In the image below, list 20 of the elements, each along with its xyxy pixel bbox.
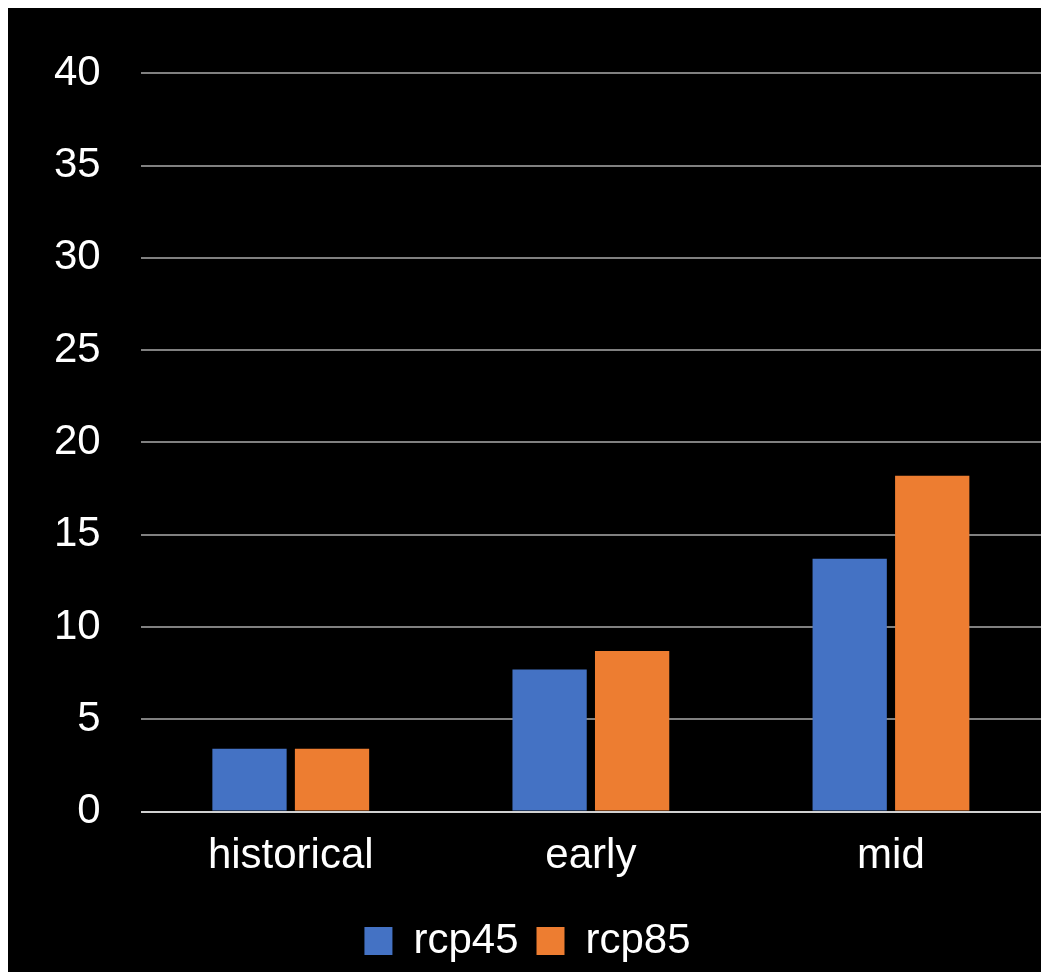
y-tick-label: 25 [54,323,101,371]
bar [512,669,587,811]
bar [895,475,970,811]
x-tick-label: early [545,830,637,878]
y-tick-label: 10 [54,600,101,648]
y-tick-label: 0 [77,785,101,833]
y-tick-label: 30 [54,231,101,279]
bar [594,651,670,811]
bar [812,558,887,811]
y-tick-label: 35 [54,139,101,187]
y-tick-label: 15 [54,508,101,556]
legend-label: rcp85 [585,914,691,962]
y-tick-label: 40 [54,46,101,94]
x-tick-label: mid [857,830,925,878]
x-tick-label: historical [207,830,374,878]
y-tick-label: 5 [77,692,101,740]
bar [294,748,370,811]
legend-label: rcp45 [413,914,519,962]
y-tick-label: 20 [54,415,101,463]
bar [212,748,287,811]
